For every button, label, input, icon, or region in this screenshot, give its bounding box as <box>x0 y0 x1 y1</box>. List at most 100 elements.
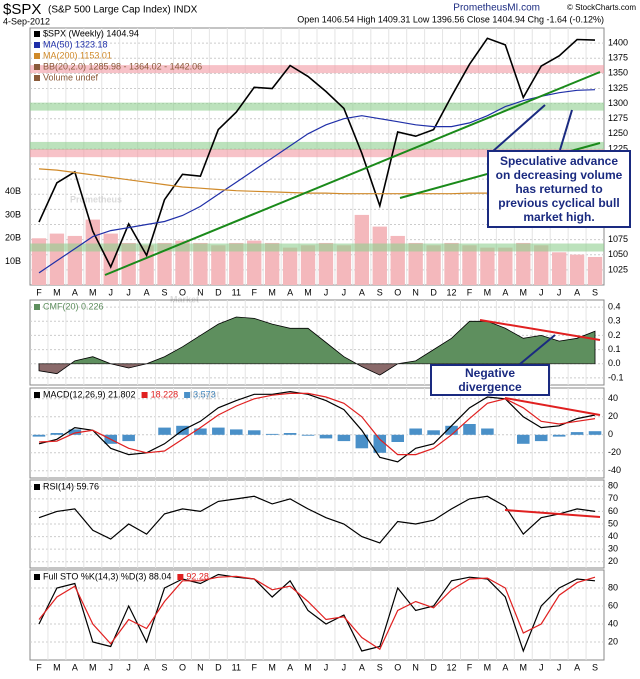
site: PrometheusMI.com <box>453 3 540 14</box>
y-tick-label: 70 <box>608 493 618 503</box>
volume-bar <box>390 235 405 285</box>
histogram-bar <box>588 431 602 435</box>
symbol: $SPX <box>3 1 41 18</box>
x-tick-label: A <box>574 662 580 672</box>
histogram-bar <box>265 433 279 435</box>
legend-swatch <box>34 53 40 59</box>
x-tick-label: S <box>162 287 168 297</box>
x-tick-label: A <box>287 662 293 672</box>
series-line <box>38 390 596 463</box>
annotation: Negative divergence <box>430 364 550 396</box>
legend-label: Volume undef <box>43 72 99 82</box>
x-tick-label: A <box>72 662 78 672</box>
histogram-bar <box>247 430 261 435</box>
x-tick-label: M <box>304 662 312 672</box>
x-tick-label: F <box>251 287 257 297</box>
y-tick-label: 20 <box>608 556 618 566</box>
y-tick-label: 1275 <box>608 113 628 123</box>
histogram-bar <box>212 427 225 435</box>
panel: -40 -20 0 20 40 MACD(12,26,9) 21.802 18.228 3.5… <box>29 387 621 479</box>
x-tick-label: A <box>502 287 508 297</box>
histogram-bar <box>552 434 566 437</box>
legend-label: 18.228 <box>151 389 179 399</box>
y-tick-label: 0.0 <box>608 358 621 368</box>
histogram-bar <box>230 429 243 435</box>
legend-swatch <box>177 574 184 580</box>
volume-tick-label: 30B <box>5 209 21 219</box>
volume-tick-label: 40B <box>5 186 21 196</box>
y-tick-label: 1350 <box>608 68 628 78</box>
y-tick-label: 1075 <box>608 234 628 244</box>
x-tick-label: A <box>144 287 150 297</box>
annotation: Speculative advance on decreasing volume… <box>487 150 631 228</box>
y-tick-label: 0.2 <box>608 330 621 340</box>
legend-swatch <box>184 392 191 398</box>
y-tick-label: 30 <box>608 544 618 554</box>
x-tick-label: O <box>394 287 401 297</box>
y-tick-label: 1400 <box>608 37 628 47</box>
histogram-bar <box>301 434 315 436</box>
volume-bar <box>103 233 118 285</box>
y-tick-label: 80 <box>608 481 618 491</box>
quote: Open 1406.54 High 1409.31 Low 1396.56 Cl… <box>297 14 604 24</box>
x-tick-label: 12 <box>447 662 457 672</box>
histogram-bar <box>570 432 584 435</box>
y-tick-label: -0.1 <box>608 372 624 382</box>
x-tick-label: 11 <box>232 287 241 297</box>
histogram-bar <box>445 425 458 435</box>
panel: 20 30 40 50 60 70 80 RSI(14) 59.76 <box>29 479 618 569</box>
y-tick-label: 1225 <box>608 143 628 153</box>
histogram-bar <box>463 424 476 435</box>
watermark: Insight <box>190 389 220 399</box>
histogram-bar <box>194 428 207 435</box>
histogram-bar <box>373 434 387 453</box>
x-tick-label: 11 <box>232 662 241 672</box>
histogram-bar <box>409 428 422 435</box>
legend-swatch <box>141 392 148 398</box>
x-tick-label: M <box>89 662 97 672</box>
legend-label: MA(200) 1153.01 <box>43 50 112 60</box>
area-negative <box>38 363 596 376</box>
series-line <box>38 573 596 653</box>
watermark: Prometheus <box>70 194 122 204</box>
x-tick-label: D <box>430 662 437 672</box>
y-tick-label: 1250 <box>608 128 628 138</box>
y-tick-label: 20 <box>608 636 618 646</box>
x-tick-label: O <box>179 662 186 672</box>
x-tick-label: F <box>251 662 257 672</box>
legend-label: 3.573 <box>193 389 216 399</box>
series-line <box>38 392 596 456</box>
series-line <box>38 495 596 544</box>
legend-label: Full STO %K(14,3) %D(3) 88.04 <box>43 571 171 581</box>
histogram-bar <box>122 434 135 442</box>
x-tick-label: N <box>412 287 419 297</box>
x-tick-label: S <box>377 662 383 672</box>
series-line <box>38 575 596 651</box>
x-tick-label: M <box>268 662 276 672</box>
y-tick-label: 1375 <box>608 53 628 63</box>
legend-label: MA(50) 1323.18 <box>43 39 108 49</box>
x-tick-label: D <box>430 287 437 297</box>
x-tick-label: M <box>268 287 276 297</box>
volume-bar <box>551 252 567 285</box>
y-tick-label: 60 <box>608 506 618 516</box>
y-tick-label: -40 <box>608 465 621 475</box>
x-tick-label: S <box>592 287 598 297</box>
x-tick-label: D <box>215 662 222 672</box>
x-tick-label: F <box>467 662 473 672</box>
y-tick-label: 40 <box>608 531 618 541</box>
histogram-bar <box>534 434 548 442</box>
histogram-bar <box>50 433 64 435</box>
x-tick-label: F <box>36 662 42 672</box>
legend-label: BB(20,2.0) 1285.98 - 1364.02 - 1442.06 <box>43 61 202 71</box>
x-tick-label: N <box>197 287 204 297</box>
y-tick-label: 40 <box>608 618 618 628</box>
price-zone <box>30 102 604 111</box>
x-tick-label: M <box>53 662 61 672</box>
price-zone <box>30 65 604 74</box>
x-tick-label: S <box>592 662 598 672</box>
volume-bar <box>372 226 387 285</box>
y-tick-label: 1300 <box>608 98 628 108</box>
x-tick-label: A <box>502 662 508 672</box>
